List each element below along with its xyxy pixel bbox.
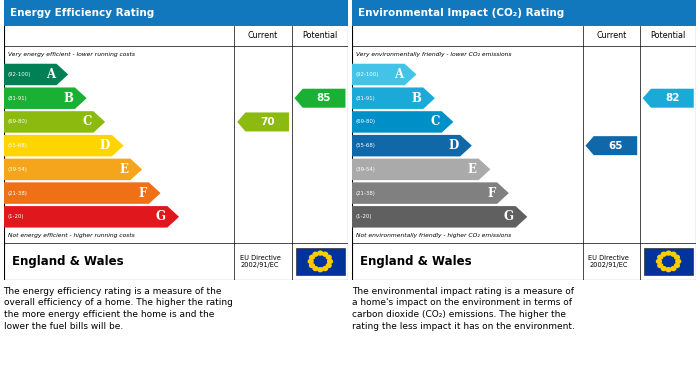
Text: D: D: [448, 139, 458, 152]
Text: EU Directive
2002/91/EC: EU Directive 2002/91/EC: [239, 255, 281, 268]
Circle shape: [675, 255, 679, 259]
Polygon shape: [4, 111, 105, 133]
Polygon shape: [351, 206, 527, 228]
Polygon shape: [4, 159, 142, 180]
Text: England & Wales: England & Wales: [12, 255, 124, 268]
Circle shape: [676, 260, 680, 264]
Text: (69-80): (69-80): [8, 119, 27, 124]
Polygon shape: [351, 111, 454, 133]
Text: (21-38): (21-38): [356, 190, 376, 196]
Polygon shape: [351, 135, 472, 156]
Text: A: A: [394, 68, 403, 81]
Circle shape: [675, 264, 679, 267]
Text: B: B: [412, 92, 421, 105]
Text: Not energy efficient - higher running costs: Not energy efficient - higher running co…: [8, 233, 134, 239]
Polygon shape: [4, 88, 87, 109]
Text: (1-20): (1-20): [8, 214, 24, 219]
Text: (39-54): (39-54): [356, 167, 376, 172]
Text: (92-100): (92-100): [356, 72, 379, 77]
Polygon shape: [237, 113, 289, 131]
Circle shape: [308, 260, 313, 264]
Circle shape: [313, 267, 318, 271]
Text: (81-91): (81-91): [8, 96, 27, 101]
Text: 85: 85: [317, 93, 331, 103]
Text: (69-80): (69-80): [356, 119, 376, 124]
Text: G: G: [155, 210, 166, 223]
Polygon shape: [4, 64, 68, 85]
Circle shape: [313, 252, 318, 256]
Circle shape: [318, 251, 323, 255]
Text: D: D: [100, 139, 110, 152]
Bar: [296, 248, 345, 275]
Text: England & Wales: England & Wales: [360, 255, 472, 268]
Polygon shape: [4, 135, 124, 156]
Circle shape: [666, 268, 671, 272]
Text: (55-68): (55-68): [356, 143, 376, 148]
Circle shape: [309, 255, 314, 259]
Circle shape: [326, 255, 331, 259]
Text: Very energy efficient - lower running costs: Very energy efficient - lower running co…: [8, 52, 134, 57]
Circle shape: [323, 267, 328, 271]
Circle shape: [323, 252, 328, 256]
Text: (21-38): (21-38): [8, 190, 27, 196]
Text: The energy efficiency rating is a measure of the
overall efficiency of a home. T: The energy efficiency rating is a measur…: [4, 287, 232, 331]
Polygon shape: [4, 206, 179, 228]
Polygon shape: [295, 89, 346, 108]
Circle shape: [326, 264, 331, 267]
Polygon shape: [643, 89, 694, 108]
Text: (92-100): (92-100): [8, 72, 31, 77]
Text: Very environmentally friendly - lower CO₂ emissions: Very environmentally friendly - lower CO…: [356, 52, 512, 57]
Text: Current: Current: [248, 31, 278, 40]
Text: Energy Efficiency Rating: Energy Efficiency Rating: [10, 8, 154, 18]
Text: Environmental Impact (CO₂) Rating: Environmental Impact (CO₂) Rating: [358, 8, 564, 18]
Text: 65: 65: [608, 141, 623, 151]
Polygon shape: [351, 64, 416, 85]
Text: E: E: [468, 163, 477, 176]
Bar: [4, 0, 349, 26]
Text: (1-20): (1-20): [356, 214, 372, 219]
Polygon shape: [351, 159, 490, 180]
Polygon shape: [351, 88, 435, 109]
Circle shape: [309, 264, 314, 267]
Bar: [644, 248, 693, 275]
Text: Potential: Potential: [650, 31, 686, 40]
Circle shape: [658, 264, 663, 267]
Text: B: B: [64, 92, 74, 105]
Text: EU Directive
2002/91/EC: EU Directive 2002/91/EC: [588, 255, 629, 268]
Text: G: G: [504, 210, 514, 223]
Text: 82: 82: [665, 93, 680, 103]
Text: F: F: [139, 187, 147, 199]
Circle shape: [658, 255, 663, 259]
Circle shape: [657, 260, 661, 264]
Polygon shape: [4, 182, 160, 204]
Text: Current: Current: [596, 31, 626, 40]
Circle shape: [662, 252, 666, 256]
Text: Not environmentally friendly - higher CO₂ emissions: Not environmentally friendly - higher CO…: [356, 233, 511, 239]
Circle shape: [318, 268, 323, 272]
Polygon shape: [351, 182, 509, 204]
Text: C: C: [430, 115, 440, 128]
Circle shape: [671, 267, 676, 271]
Text: Potential: Potential: [302, 31, 337, 40]
Text: F: F: [487, 187, 496, 199]
Bar: [351, 0, 696, 26]
Circle shape: [328, 260, 332, 264]
Polygon shape: [585, 136, 637, 155]
Circle shape: [666, 251, 671, 255]
Circle shape: [662, 267, 666, 271]
Text: The environmental impact rating is a measure of
a home's impact on the environme: The environmental impact rating is a mea…: [351, 287, 575, 331]
Text: (81-91): (81-91): [356, 96, 376, 101]
Text: C: C: [83, 115, 92, 128]
Text: (39-54): (39-54): [8, 167, 27, 172]
Text: A: A: [46, 68, 55, 81]
Text: E: E: [120, 163, 129, 176]
Text: (55-68): (55-68): [8, 143, 27, 148]
Text: 70: 70: [260, 117, 274, 127]
Circle shape: [671, 252, 676, 256]
